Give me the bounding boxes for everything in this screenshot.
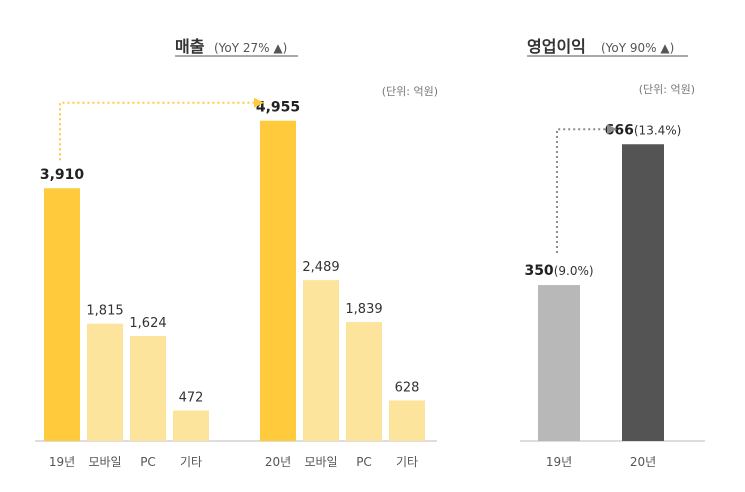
- profit-title: 영업이익: [527, 37, 586, 56]
- revenue-bar-0-2: [130, 336, 166, 441]
- profit-value-label-0: 350(9.0%): [524, 263, 593, 279]
- revenue-subtitle: (YoY 27% ▲): [214, 41, 287, 55]
- profit-subtitle: (YoY 90% ▲): [601, 41, 674, 55]
- revenue-category-label-1-0: 20년: [265, 455, 291, 469]
- profit-bar-0: [538, 285, 580, 441]
- growth-arrows: [59, 97, 617, 254]
- profit-value-0: 350: [524, 263, 553, 279]
- revenue-growth-arrowhead: [254, 97, 264, 108]
- revenue-bar-0-0: [44, 188, 80, 441]
- revenue-value-label-0-2: 1,624: [129, 316, 166, 331]
- revenue-value-label-0-1: 1,815: [86, 304, 123, 319]
- revenue-value-label-1-2: 1,839: [345, 302, 382, 317]
- revenue-bar-0-1: [87, 323, 123, 441]
- profit-margin-1: (13.4%): [634, 123, 681, 137]
- profit-growth-arrow-line: [556, 128, 607, 254]
- profit-category-label-0: 19년: [546, 455, 572, 469]
- revenue-value-label-0-0: 3,910: [40, 167, 85, 183]
- profit-unit: (단위: 억원): [639, 83, 695, 96]
- profit-value-label-1: 666(13.4%): [605, 122, 682, 138]
- revenue-category-label-1-1: 모바일: [304, 455, 337, 469]
- revenue-category-label-0-2: PC: [140, 455, 156, 469]
- profit-category-label-1: 20년: [630, 455, 656, 469]
- revenue-bar-1-3: [389, 400, 425, 441]
- revenue-growth-arrow-line: [59, 101, 254, 161]
- revenue-category-label-0-3: 기타: [180, 455, 202, 469]
- revenue-title: 매출: [175, 37, 205, 56]
- profit-margin-0: (9.0%): [554, 264, 594, 278]
- profit-bar-1: [622, 144, 664, 442]
- revenue-category-label-0-1: 모바일: [88, 455, 121, 469]
- profit-value-1: 666: [605, 122, 634, 138]
- revenue-value-label-1-0: 4,955: [256, 100, 300, 116]
- revenue-value-label-1-1: 2,489: [302, 260, 339, 275]
- revenue-value-label-1-3: 628: [395, 380, 420, 395]
- revenue-unit: (단위: 억원): [382, 85, 438, 98]
- revenue-bar-1-0: [260, 120, 296, 441]
- revenue-bar-1-2: [346, 322, 382, 441]
- profit-growth-arrowhead: [607, 124, 617, 135]
- revenue-bar-0-3: [173, 410, 209, 441]
- revenue-value-label-0-3: 472: [179, 390, 204, 405]
- revenue-bar-1-1: [303, 280, 339, 441]
- revenue-category-label-0-0: 19년: [49, 455, 75, 469]
- revenue-bars: 3,910 19년 1,815 모바일 1,624 PC 472 기타 4,955 20년 2,48…: [40, 100, 425, 469]
- revenue-category-label-1-2: PC: [356, 455, 372, 469]
- revenue-category-label-1-3: 기타: [396, 455, 418, 469]
- profit-bars: 350(9.0%) 19년 666(13.4%) 20년: [524, 122, 681, 469]
